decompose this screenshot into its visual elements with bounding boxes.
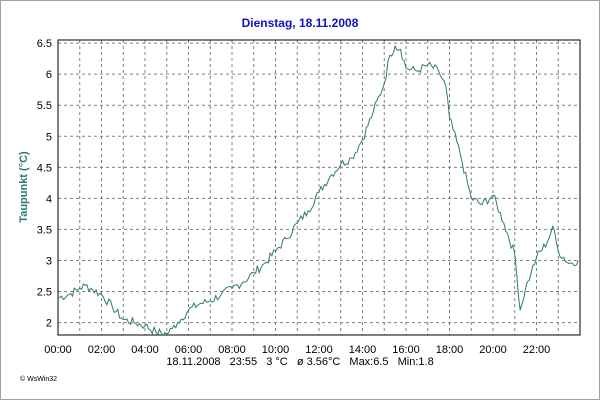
software-credit: © WsWin32 (20, 376, 58, 383)
footer-min: Min:1.8 (397, 356, 434, 368)
footer-date: 18.11.2008 (166, 356, 221, 368)
x-tick-label: 04:00 (131, 344, 159, 356)
x-tick-label: 18:00 (436, 344, 464, 356)
x-tick-label: 22:00 (523, 344, 551, 356)
x-tick-label: 14:00 (349, 344, 377, 356)
footer-stats: 18.11.2008 23:55 3 °C ø 3.56°C Max:6.5 M… (0, 356, 600, 368)
y-tick-label: 4.5 (37, 162, 52, 174)
x-tick-label: 00:00 (44, 344, 72, 356)
y-tick-label: 6.5 (37, 38, 52, 50)
y-tick-label: 5 (46, 131, 52, 143)
plot-area-border (57, 39, 581, 336)
x-tick-labels: 00:00 02:00 04:00 06:00 08:00 10:00 12:00 14:00… (44, 344, 550, 356)
y-tick-labels: 2 2.5 3 3.5 4 4.5 5 5.5 6 6.5 (37, 38, 52, 329)
x-tick-label: 12:00 (305, 344, 333, 356)
dewpoint-series-line (57, 44, 579, 337)
y-tick-label: 2 (46, 318, 52, 330)
y-tick-label: 3 (46, 255, 52, 267)
x-tick-label: 16:00 (392, 344, 420, 356)
x-tick-label: 20:00 (479, 344, 507, 356)
x-tick-label: 02:00 (88, 344, 116, 356)
footer-average: ø 3.56°C (296, 356, 341, 368)
y-tick-label: 6 (46, 69, 52, 81)
x-tick-label: 06:00 (175, 344, 203, 356)
footer-max: Max:6.5 (349, 356, 389, 368)
y-tick-label: 5.5 (37, 100, 52, 112)
y-tick-label: 2.5 (37, 287, 52, 299)
x-tick-label: 08:00 (218, 344, 246, 356)
footer-current: 3 °C (266, 356, 288, 368)
chart-title: Dienstag, 18.11.2008 (241, 16, 359, 30)
footer-time: 23:55 (229, 356, 258, 368)
y-tick-label: 3.5 (37, 224, 52, 236)
chart-grid (58, 40, 580, 335)
y-tick-label: 4 (46, 193, 52, 205)
x-tick-label: 10:00 (262, 344, 290, 356)
